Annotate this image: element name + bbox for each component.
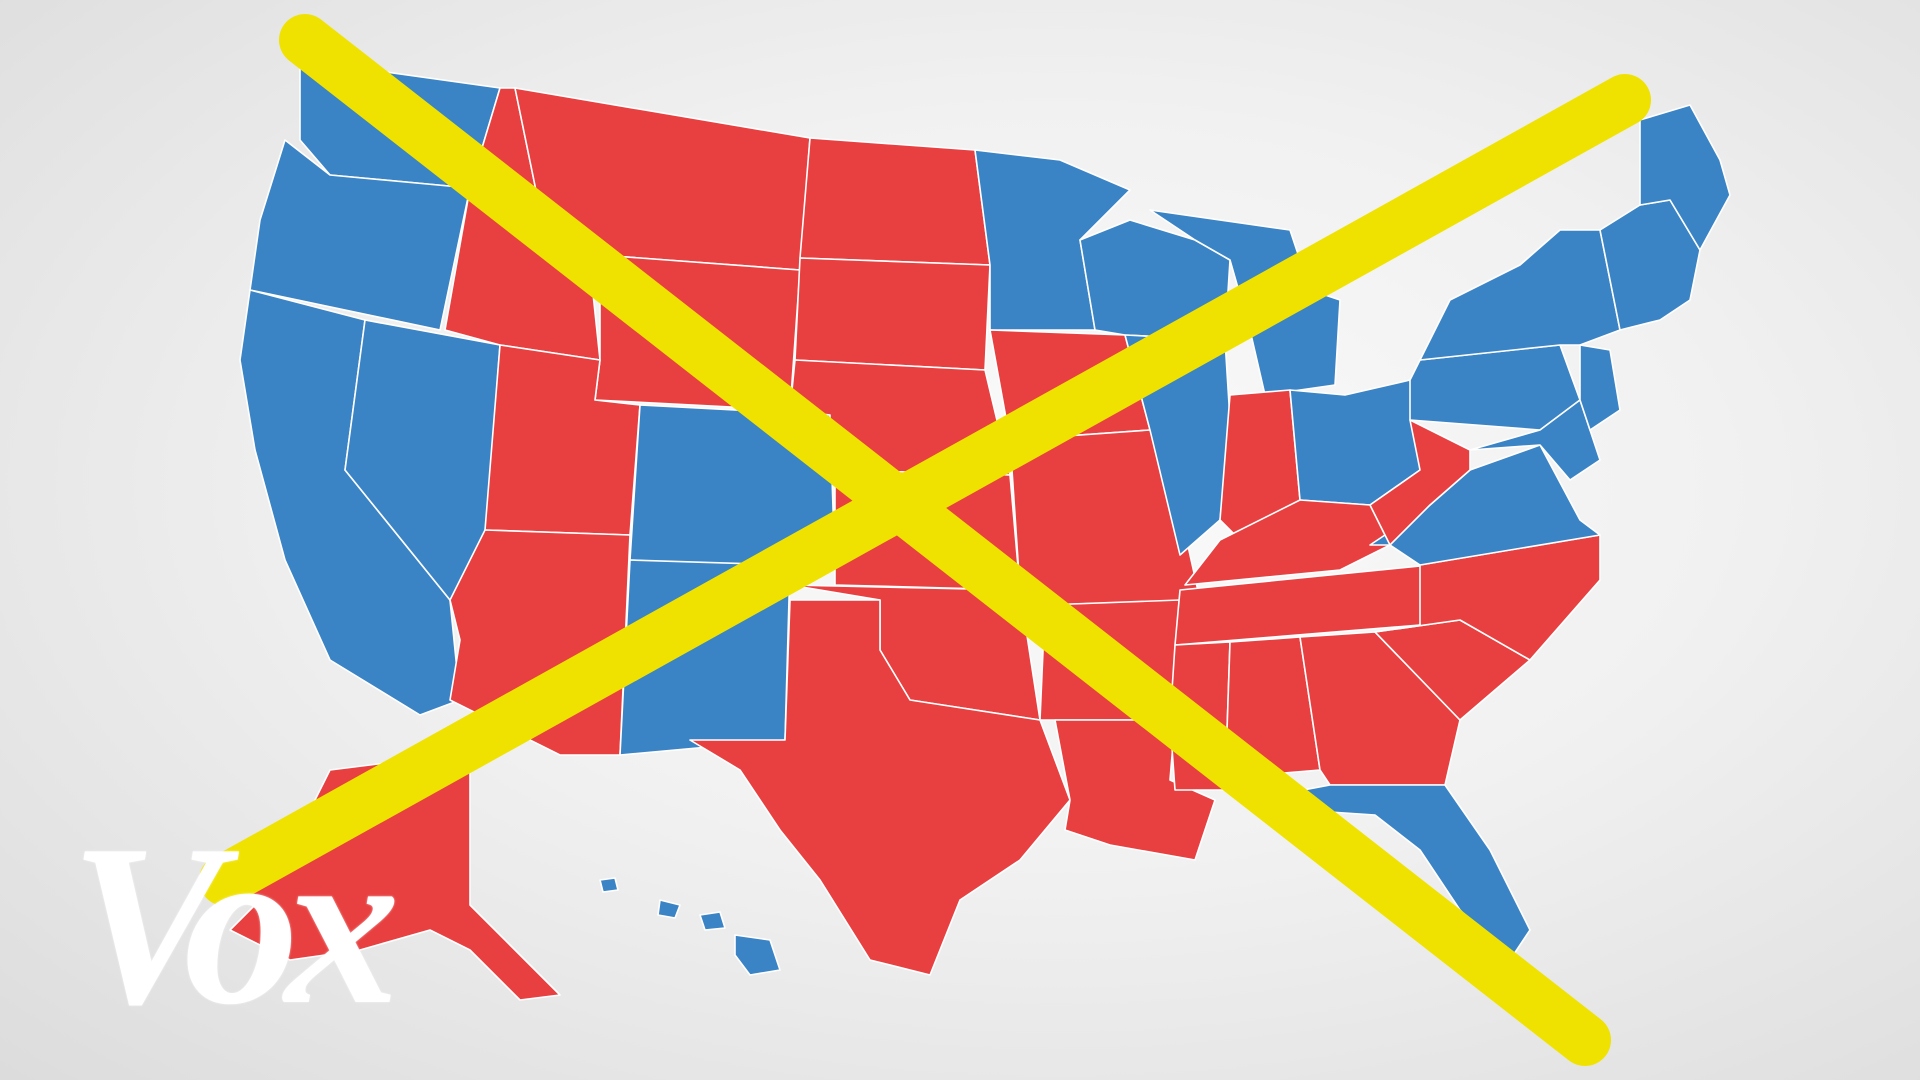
state-oregon xyxy=(249,139,471,331)
state-hawaii-1 xyxy=(657,899,681,919)
state-north-dakota xyxy=(799,137,991,266)
state-hawaii-3 xyxy=(734,934,781,976)
cross-line-2 xyxy=(199,74,1651,906)
state-south-dakota xyxy=(794,257,991,371)
state-hawaii-4 xyxy=(599,877,619,893)
state-new-jersey xyxy=(1579,344,1621,431)
cross-line-1 xyxy=(279,14,1611,1066)
state-new-york xyxy=(1419,229,1621,361)
state-hawaii-2 xyxy=(699,911,726,931)
cross-out-mark xyxy=(199,14,1651,1066)
state-west-virginia xyxy=(1369,419,1471,546)
states-layer xyxy=(219,59,1731,1001)
state-texas xyxy=(689,599,1071,976)
state-maine xyxy=(1639,104,1731,251)
state-maryland-delaware xyxy=(1469,399,1601,481)
state-north-carolina xyxy=(1374,534,1601,661)
